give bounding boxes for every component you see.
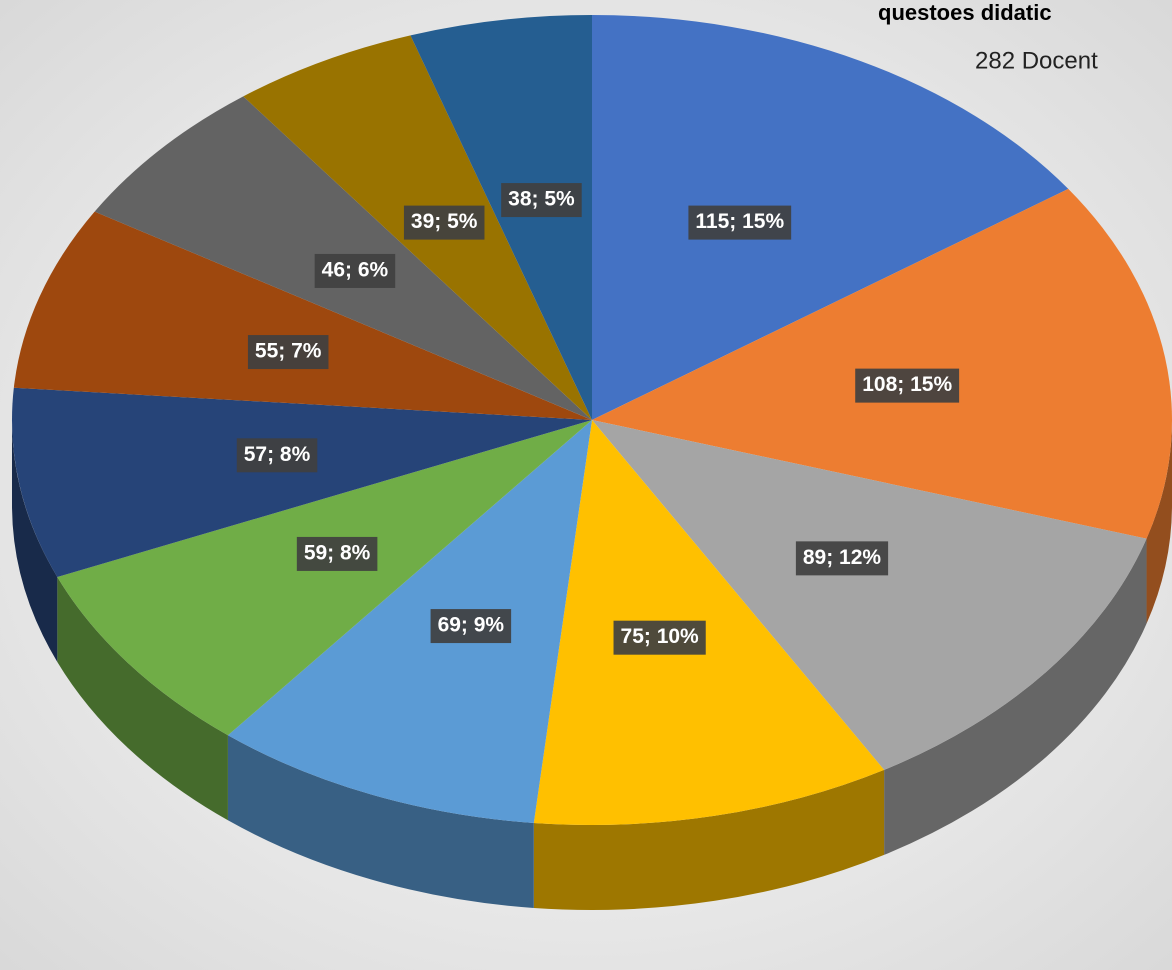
data-label: 57; 8%: [244, 443, 311, 466]
data-label: 115; 15%: [695, 210, 784, 233]
pie-slice: [592, 188, 1172, 539]
data-label: 69; 9%: [438, 614, 505, 637]
pie-slice: [57, 420, 592, 736]
data-label-box: [688, 205, 792, 240]
pie-slice: [533, 420, 885, 825]
data-labels: 115; 15% 108; 15% 89; 12% 75; 10% 69; 9% 59; …: [236, 183, 960, 655]
chart-title: questoes didatic: [878, 0, 1052, 25]
pie: 115; 15% 108; 15% 89; 12% 75; 10% 69; 9% 59; …: [12, 15, 1172, 911]
data-label: 46; 6%: [322, 258, 389, 281]
pie-sides: [12, 420, 1172, 911]
pie-side: [57, 576, 228, 821]
pie-side: [227, 735, 534, 908]
pie-slice: [13, 211, 592, 420]
data-label-box: [403, 205, 485, 240]
data-label-box: [501, 183, 582, 218]
pie-slice: [410, 15, 592, 420]
data-label: 39; 5%: [411, 210, 478, 233]
data-label: 108; 15%: [862, 373, 952, 396]
pie-slice: [227, 420, 592, 823]
data-label: 89; 12%: [803, 546, 882, 569]
chart-subtitle: 282 Docent: [975, 47, 1098, 74]
data-label-box: [430, 609, 512, 644]
pie-side: [12, 420, 58, 662]
data-label-box: [613, 620, 706, 655]
pie-slice: [592, 420, 1147, 770]
pie-side: [533, 769, 885, 911]
pie-side: [884, 538, 1147, 855]
data-label-box: [296, 536, 378, 571]
data-label: 59; 8%: [304, 541, 371, 564]
data-label-box: [795, 541, 889, 576]
data-label: 38; 5%: [508, 188, 575, 211]
pie-slice: [12, 387, 593, 577]
pie-top: [12, 15, 1172, 825]
pie-slice: [592, 15, 1069, 420]
data-label-box: [236, 438, 318, 473]
data-label: 75; 10%: [621, 625, 700, 648]
pie-side: [1146, 420, 1172, 624]
data-label-box: [247, 335, 329, 370]
data-label: 55; 7%: [255, 340, 322, 363]
data-label-box: [855, 368, 960, 403]
data-label-box: [314, 253, 396, 288]
